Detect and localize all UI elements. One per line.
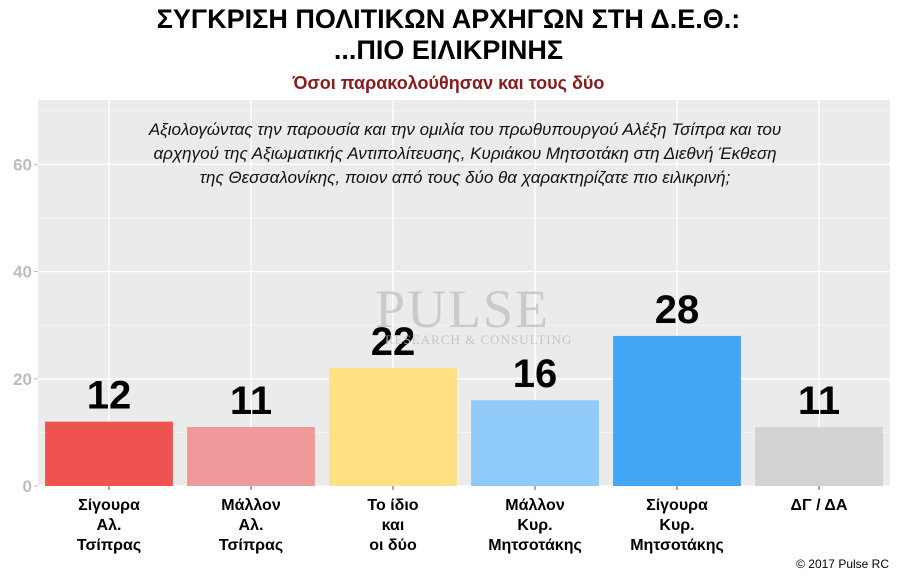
pulse-watermark-sub: RESEARCH & CONSULTING [385, 332, 573, 347]
question-line: της Θεσσαλονίκης, ποιον από τους δύο θα … [199, 168, 731, 187]
chart-title-line2: ...ΠΙΟ ΕΙΛΙΚΡΙΝΗΣ [333, 35, 564, 65]
x-category-label: Μάλλον [505, 497, 565, 514]
bar [471, 400, 599, 486]
x-category-label: Τσίπρας [77, 537, 141, 554]
x-category-label: Κυρ. [659, 517, 694, 534]
question-line: Αξιολογώντας την παρουσία και την ομιλία… [148, 120, 782, 139]
chart-title-line1: ΣΥΓΚΡΙΣΗ ΠΟΛΙΤΙΚΩΝ ΑΡΧΗΓΩΝ ΣΤΗ Δ.Ε.Θ.: [156, 4, 741, 34]
x-category-label: Κυρ. [517, 517, 552, 534]
copyright-notice: © 2017 Pulse RC [796, 557, 889, 571]
x-category-label: Το ίδιο [367, 497, 418, 514]
x-category-label: Αλ. [239, 517, 264, 534]
x-category-label: Σίγουρα [646, 497, 708, 514]
x-category-label: Αλ. [97, 517, 122, 534]
y-tick-label: 0 [23, 477, 32, 496]
x-category-label: ΔΓ / ΔΑ [791, 497, 848, 514]
bar [613, 335, 741, 486]
bar-value-label: 11 [798, 379, 840, 423]
x-category-label: Σίγουρα [78, 497, 140, 514]
bar-value-label: 11 [230, 379, 272, 423]
x-category-label: Μητσοτάκης [630, 537, 724, 554]
survey-question: Αξιολογώντας την παρουσία και την ομιλία… [40, 118, 890, 190]
chart-subtitle: Όσοι παρακολούθησαν και τους δύο [292, 73, 605, 93]
bar-value-label: 28 [655, 288, 700, 332]
bar [329, 368, 457, 486]
pulse-watermark: PULSE [375, 279, 551, 339]
x-category-label: Μητσοτάκης [488, 537, 582, 554]
y-tick-label: 60 [13, 155, 32, 174]
y-tick-label: 40 [13, 263, 32, 282]
bar-value-label: 16 [513, 352, 558, 396]
x-category-label: και [382, 517, 405, 534]
x-category-label: Μάλλον [221, 497, 281, 514]
x-category-label: οι δύο [369, 537, 417, 554]
question-line: αρχηγού της Αξιωματικής Αντιπολίτευσης, … [153, 144, 777, 163]
bar [45, 421, 173, 486]
bar-value-label: 22 [371, 320, 416, 364]
y-tick-label: 20 [13, 370, 32, 389]
bar-value-label: 12 [87, 374, 132, 418]
x-category-label: Τσίπρας [219, 537, 283, 554]
bar [187, 427, 315, 486]
bar [755, 427, 883, 486]
